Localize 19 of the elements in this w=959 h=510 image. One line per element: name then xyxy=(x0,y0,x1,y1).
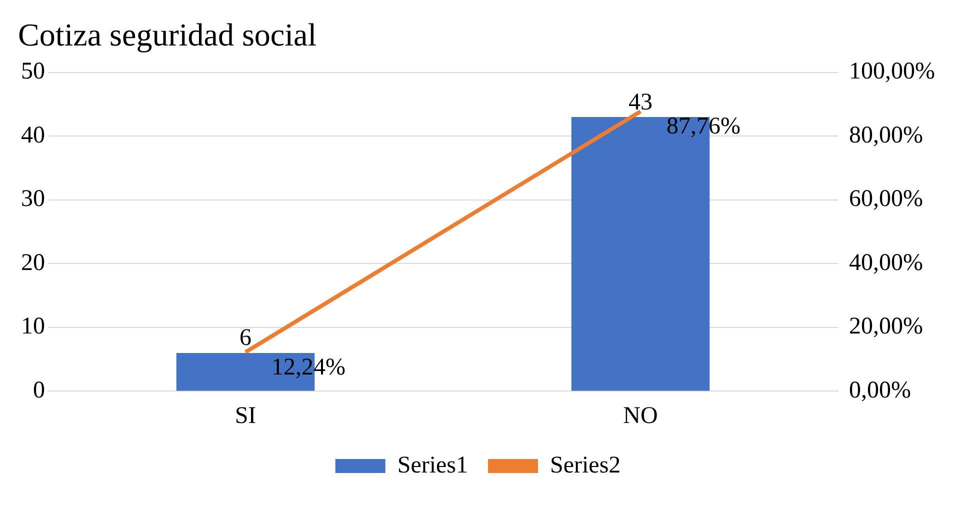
y-tick-label: 0 xyxy=(33,377,45,404)
legend-label: Series2 xyxy=(550,452,621,478)
x-tick-label: NO xyxy=(623,402,658,429)
chart-title: Cotiza seguridad social xyxy=(18,16,317,53)
data-label: 6 xyxy=(240,325,252,352)
y2-tick-label: 20,00% xyxy=(849,314,924,340)
data-label: 43 xyxy=(628,89,653,116)
y2-tick-label: 0,00% xyxy=(849,377,912,404)
y-tick-label: 40 xyxy=(21,122,45,148)
y-tick-label: 30 xyxy=(21,186,45,212)
y2-tick-label: 100,00% xyxy=(849,58,936,85)
x-tick-label: SI xyxy=(234,402,256,429)
y2-tick-label: 80,00% xyxy=(849,122,924,148)
legend-label: Series1 xyxy=(397,452,468,478)
y-tick-label: 10 xyxy=(21,314,45,340)
y2-tick-label: 40,00% xyxy=(849,250,924,276)
y-tick-label: 50 xyxy=(21,58,45,85)
y2-tick-label: 60,00% xyxy=(849,186,924,212)
y-tick-label: 20 xyxy=(21,250,45,276)
